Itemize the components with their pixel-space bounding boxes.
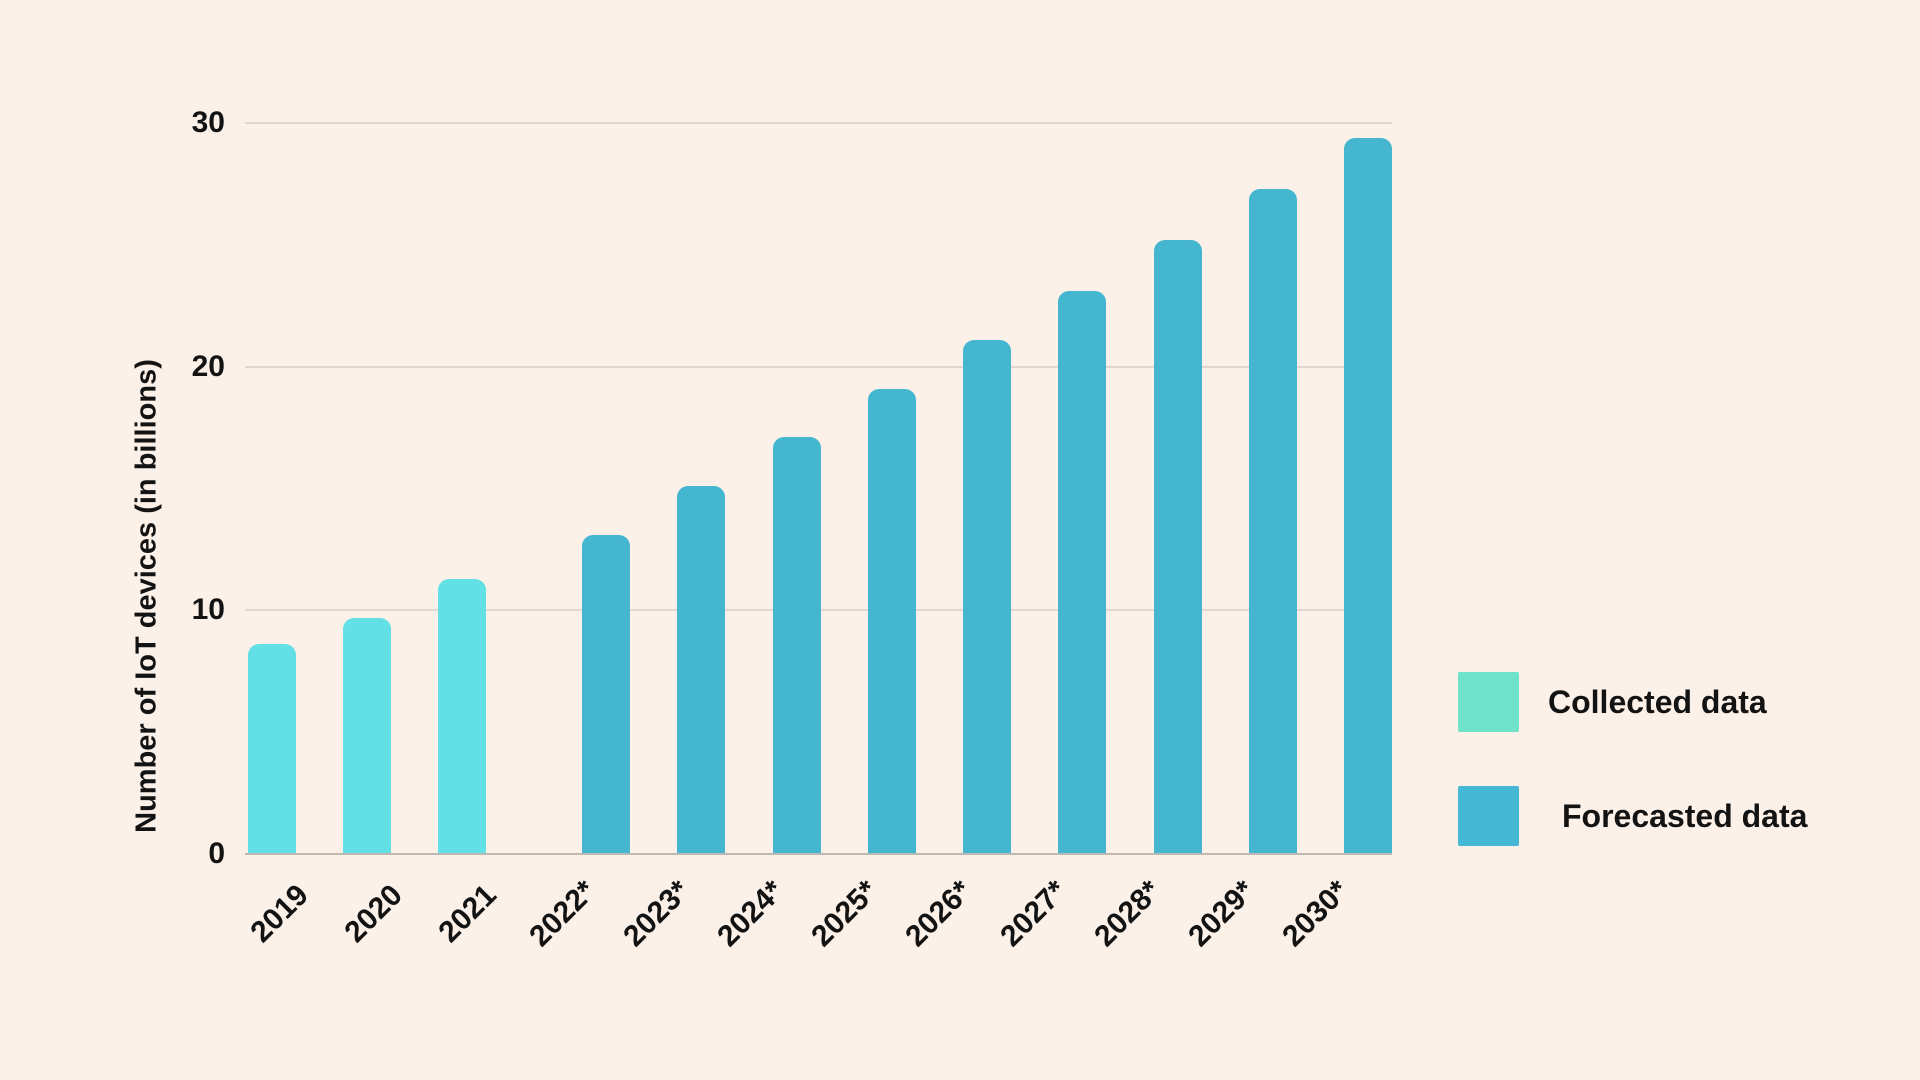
bar-2027* [1058,291,1107,854]
y-tick-label-0: 0 [208,837,225,870]
x-label-2029*: 2029* [1182,874,1262,954]
legend-swatch-forecasted-icon [1458,786,1519,846]
x-label-2028*: 2028* [1088,874,1167,954]
legend-label-forecasted: Forecasted data [1562,797,1808,834]
gridline-20 [245,365,1392,368]
x-label-2021: 2021 [432,878,504,949]
legend-swatch-collected-icon [1458,672,1519,732]
legend-item-collected: Collected data [1458,672,1767,732]
x-label-2024*: 2024* [711,874,791,954]
bar-2030* [1344,137,1392,854]
x-label-2019: 2019 [244,878,315,949]
y-tick-label-30: 30 [191,106,225,139]
gridline-0 [245,853,1392,855]
gridline-30 [245,122,1392,124]
bar-2022* [582,534,630,854]
x-label-2027*: 2027* [993,874,1073,954]
legend-item-forecasted: Forecasted data [1458,786,1807,846]
x-label-2025*: 2025* [805,874,885,954]
legend-label-collected: Collected data [1548,683,1767,720]
x-label-2030*: 2030* [1276,874,1356,954]
x-label-2020: 2020 [338,878,410,949]
y-tick-label-20: 20 [191,349,225,383]
bar-2019 [248,644,296,854]
y-axis-title: Number of IoT devices (in billions) [130,359,163,833]
x-label-2026*: 2026* [899,874,979,954]
x-label-2023*: 2023* [617,874,696,954]
bar-2024* [772,437,821,854]
bar-2025* [867,388,916,854]
bar-2020 [343,617,391,854]
bar-2029* [1248,188,1297,854]
bar-2023* [677,486,726,854]
bar-2028* [1153,239,1202,854]
bar-2026* [963,339,1011,854]
x-label-2022*: 2022* [522,874,602,954]
y-tick-label-10: 10 [191,593,225,627]
bar-2021 [438,578,486,854]
